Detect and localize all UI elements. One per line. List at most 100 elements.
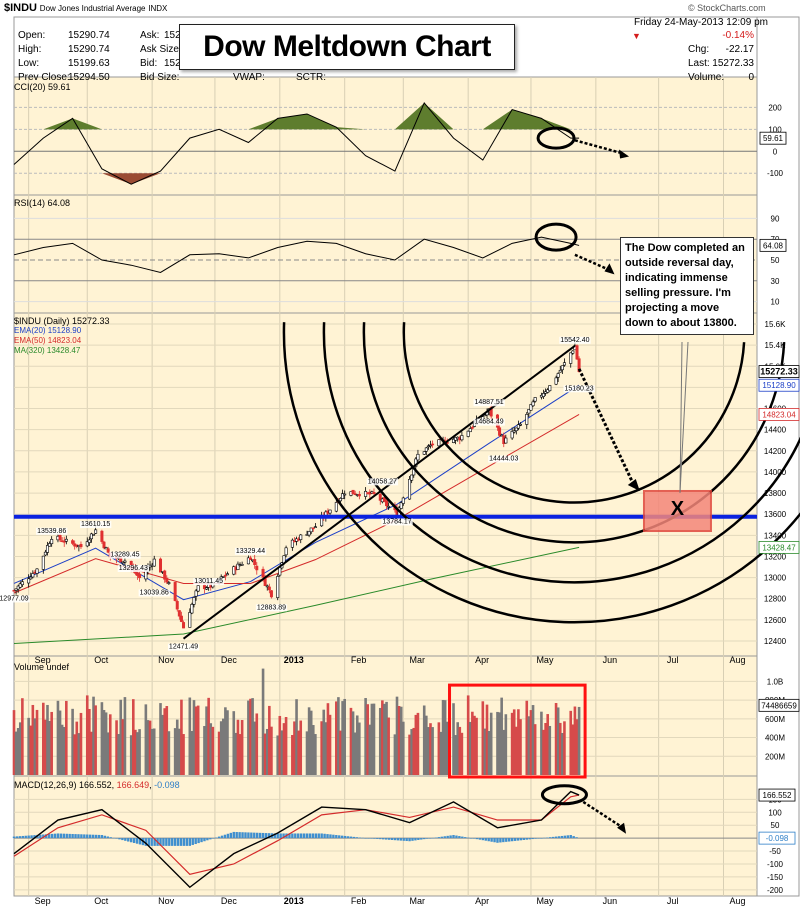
volume-bar xyxy=(519,719,522,775)
macd-histogram-bar xyxy=(250,832,253,839)
volume-bar xyxy=(115,720,118,775)
macd-histogram-bar xyxy=(376,838,379,839)
macd-histogram-bar xyxy=(443,836,446,839)
macd-histogram-bar xyxy=(513,838,517,841)
volume-bar xyxy=(268,705,271,775)
macd-month-label: Nov xyxy=(158,896,175,906)
price-tick-label: 12600 xyxy=(764,616,787,625)
volume-bar xyxy=(427,727,430,775)
macd-histogram-bar xyxy=(317,833,320,839)
macd-histogram-bar xyxy=(144,838,148,846)
volume-bar xyxy=(295,699,298,775)
volume-label: Volume: xyxy=(688,72,725,83)
volume-bar xyxy=(456,722,460,775)
volume-bar xyxy=(100,702,104,775)
volume-bar xyxy=(251,698,254,775)
cci-tick-label: 0 xyxy=(773,147,778,156)
volume-bar xyxy=(92,696,95,775)
exchange: INDX xyxy=(148,4,168,13)
price-candle xyxy=(466,430,470,437)
volume-bar xyxy=(496,711,499,775)
volume-bar xyxy=(546,714,550,775)
price-candle xyxy=(516,424,520,429)
volume-bar xyxy=(131,699,135,775)
macd-histogram-bar xyxy=(537,838,540,839)
high-label: High: xyxy=(18,44,42,55)
volume-bar xyxy=(161,714,164,775)
volume-bar xyxy=(571,724,575,775)
volume-bar xyxy=(531,705,535,775)
volume-bar xyxy=(311,725,315,775)
projection-arrow-head xyxy=(627,478,640,491)
macd-histogram-bar xyxy=(206,838,209,841)
volume-bar xyxy=(525,700,529,775)
macd-histogram-bar xyxy=(80,834,83,839)
price-right-box xyxy=(758,365,800,378)
volume-bar xyxy=(452,703,455,775)
price-candle xyxy=(205,587,209,590)
volume-bar xyxy=(29,725,33,775)
macd-histogram-bar xyxy=(311,833,315,839)
macd-histogram-bar xyxy=(475,838,479,840)
volume-bar xyxy=(48,720,51,775)
volume-bar xyxy=(180,699,183,775)
rsi-tick-label: 90 xyxy=(771,214,780,223)
macd-histogram-bar xyxy=(411,838,414,841)
price-right-label: 15272.33 xyxy=(760,367,798,377)
price-candle xyxy=(236,563,240,570)
volume-bar xyxy=(454,735,457,775)
macd-hist-box xyxy=(758,831,796,845)
macd-histogram-bar xyxy=(15,836,19,839)
macd-histogram-bar xyxy=(103,835,107,839)
volume-bar xyxy=(106,732,110,775)
rsi-highlight-ellipse xyxy=(534,222,578,252)
volume-value: 0 xyxy=(748,72,754,83)
macd-histogram-bar xyxy=(282,833,285,839)
price-point-label: 12977.09 xyxy=(0,595,29,602)
volume-bar xyxy=(309,710,313,775)
volume-bar xyxy=(73,734,76,775)
price-point-label: 13289.45 xyxy=(110,552,139,559)
macd-histogram-bar xyxy=(525,838,528,840)
macd-histogram-bar xyxy=(94,834,98,839)
volume-bar xyxy=(217,731,221,775)
volume-bar xyxy=(483,728,487,775)
macd-histogram-bar xyxy=(546,837,549,839)
volume-bar xyxy=(102,709,106,775)
price-legend-main: $INDU (Daily) 15272.33 xyxy=(14,316,110,326)
macd-histogram-bar xyxy=(437,837,441,839)
price-candle xyxy=(387,505,391,508)
volume-bar xyxy=(437,722,441,775)
volume-bar xyxy=(383,703,386,775)
rsi-projection-arrow xyxy=(574,253,611,272)
price-candle xyxy=(255,565,259,571)
price-candle xyxy=(246,557,250,565)
price-point-label-bg xyxy=(488,455,520,463)
macd-histogram-bar xyxy=(320,833,323,839)
price-candle xyxy=(182,622,186,629)
macd-histogram-bar xyxy=(244,832,247,839)
volume-bar xyxy=(121,719,125,775)
volume-bar xyxy=(280,730,284,775)
volume-bar xyxy=(33,718,37,775)
macd-histogram-bar xyxy=(487,838,490,842)
price-point-label-bg xyxy=(117,564,150,572)
macd-histogram-bar xyxy=(71,833,74,839)
volume-bar xyxy=(236,719,240,775)
volume-bar xyxy=(468,721,472,775)
price-legend-ma320: MA(320) 13428.47 xyxy=(14,346,81,355)
ask-size-label: Ask Size: xyxy=(140,44,182,55)
price-tick-label: 13000 xyxy=(764,574,787,583)
macd-legend-value: 166.552 xyxy=(79,780,112,790)
price-candle xyxy=(372,492,376,494)
macd-histogram-bar xyxy=(168,838,171,846)
volume-bar xyxy=(265,728,269,775)
macd-histogram-bar xyxy=(203,838,206,842)
macd-histogram-bar xyxy=(241,832,244,839)
macd-month-label: 2013 xyxy=(284,896,304,906)
macd-histogram-bar xyxy=(343,835,347,839)
macd-histogram-bar xyxy=(135,838,139,844)
price-candle xyxy=(50,539,54,545)
macd-tick-label: 100 xyxy=(768,808,782,817)
price-point-label-bg xyxy=(0,595,30,603)
